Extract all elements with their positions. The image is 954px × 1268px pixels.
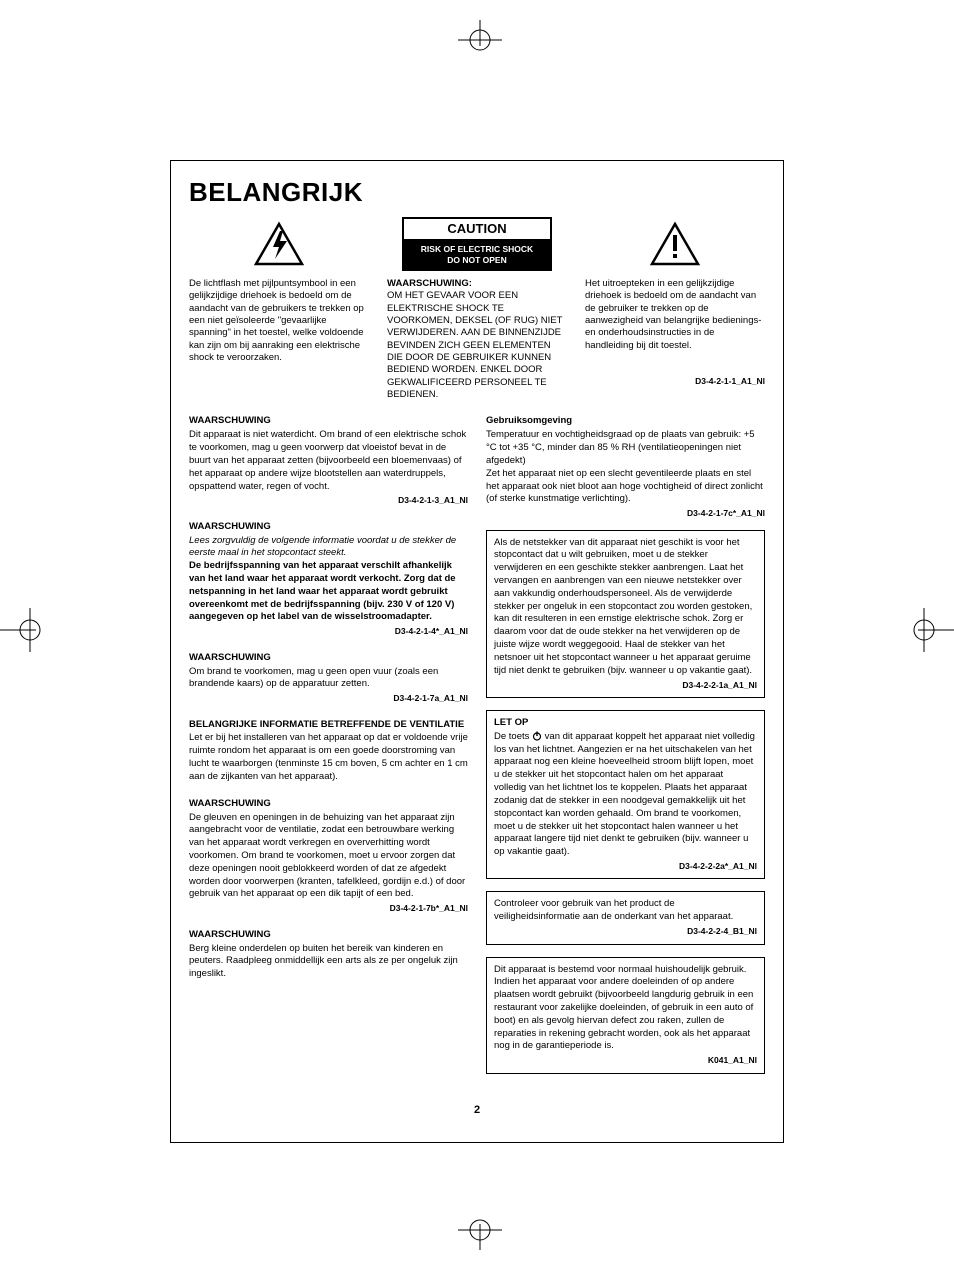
- lightning-triangle-icon: [253, 221, 305, 267]
- sec-text: Berg kleine onderdelen op buiten het ber…: [189, 943, 468, 981]
- warning-middle-text: OM HET GEVAAR VOOR EEN ELEKTRISCHE SHOCK…: [387, 290, 562, 400]
- sec-text: Temperatuur en vochtigheidsgraad op de p…: [486, 429, 765, 506]
- box-2: Controleer voor gebruik van het product …: [486, 891, 765, 944]
- sec-heading: Gebruiksomgeving: [486, 415, 765, 428]
- box-0: Als de netstekker van dit apparaat niet …: [486, 530, 765, 698]
- sec-heading: WAARSCHUWING: [189, 652, 468, 665]
- sec-text: De gleuven en openingen in de behuizing …: [189, 812, 468, 902]
- sec-heading: WAARSCHUWING: [189, 521, 468, 534]
- page-number: 2: [189, 1104, 765, 1116]
- crop-mark-bottom: [420, 1210, 540, 1250]
- caution-line2: DO NOT OPEN: [447, 255, 507, 265]
- box-post: van dit apparaat koppelt het apparaat ni…: [494, 731, 755, 857]
- box-pre: De toets: [494, 731, 532, 742]
- sec-text: Dit apparaat is niet waterdicht. Om bran…: [189, 429, 468, 493]
- power-icon: [532, 731, 542, 741]
- sec-text: Om brand te voorkomen, mag u geen open v…: [189, 666, 468, 692]
- box-text: Dit apparaat is bestemd voor normaal hui…: [494, 964, 757, 1054]
- box-code: D3-4-2-2-2a*_A1_Nl: [494, 861, 757, 872]
- page-sheet: BELANGRIJK De lichtflash met pijlpuntsym…: [0, 0, 954, 1268]
- page-title: BELANGRIJK: [189, 177, 765, 208]
- top-warning-row: De lichtflash met pijlpuntsymbool in een…: [189, 216, 765, 401]
- lightning-text: De lichtflash met pijlpuntsymbool in een…: [189, 278, 369, 364]
- crop-mark-right: [894, 600, 954, 660]
- caution-title: CAUTION: [404, 219, 550, 241]
- sec-heading: BELANGRIJKE INFORMATIE BETREFFENDE DE VE…: [189, 719, 468, 732]
- sec-italic: Lees zorgvuldig de volgende informatie v…: [189, 535, 468, 561]
- sec-l3: BELANGRIJKE INFORMATIE BETREFFENDE DE VE…: [189, 719, 468, 784]
- caution-box: CAUTION RISK OF ELECTRIC SHOCK DO NOT OP…: [402, 217, 552, 270]
- exclamation-triangle-icon: [649, 221, 701, 267]
- sec-bold: De bedrijfsspanning van het apparaat ver…: [189, 560, 468, 624]
- sec-l4: WAARSCHUWING De gleuven en openingen in …: [189, 798, 468, 915]
- sec-code: D3-4-2-1-7a_A1_Nl: [189, 693, 468, 704]
- sec-heading: WAARSCHUWING: [189, 798, 468, 811]
- sec-code: D3-4-2-1-7c*_A1_Nl: [486, 508, 765, 519]
- box-3: Dit apparaat is bestemd voor normaal hui…: [486, 957, 765, 1074]
- box-1: LET OP De toets van dit apparaat koppelt…: [486, 710, 765, 879]
- box-code: K041_A1_Nl: [494, 1055, 757, 1066]
- box-code: D3-4-2-2-1a_A1_Nl: [494, 680, 757, 691]
- box-text: De toets van dit apparaat koppelt het ap…: [494, 731, 757, 859]
- warning-heading: WAARSCHUWING:: [387, 278, 472, 289]
- sec-l1: WAARSCHUWING Lees zorgvuldig de volgende…: [189, 521, 468, 638]
- body-col-right: Gebruiksomgeving Temperatuur en vochtigh…: [486, 415, 765, 1085]
- top-col-exclaim: Het uitroepteken in een gelijkzijdige dr…: [585, 216, 765, 401]
- sec-code: D3-4-2-1-7b*_A1_Nl: [189, 903, 468, 914]
- box-text: Controleer voor gebruik van het product …: [494, 898, 757, 924]
- box-text: Als de netstekker van dit apparaat niet …: [494, 537, 757, 678]
- sec-code: D3-4-2-1-3_A1_Nl: [189, 495, 468, 506]
- sec-env: Gebruiksomgeving Temperatuur en vochtigh…: [486, 415, 765, 519]
- top-col-caution: CAUTION RISK OF ELECTRIC SHOCK DO NOT OP…: [387, 216, 567, 401]
- sec-heading: WAARSCHUWING: [189, 415, 468, 428]
- crop-mark-top: [420, 20, 540, 60]
- crop-mark-left: [0, 600, 60, 660]
- exclaim-text: Het uitroepteken in een gelijkzijdige dr…: [585, 278, 765, 352]
- caution-inner: RISK OF ELECTRIC SHOCK DO NOT OPEN: [404, 241, 550, 268]
- sec-l0: WAARSCHUWING Dit apparaat is niet waterd…: [189, 415, 468, 506]
- sec-l2: WAARSCHUWING Om brand te voorkomen, mag …: [189, 652, 468, 705]
- body-col-left: WAARSCHUWING Dit apparaat is niet waterd…: [189, 415, 468, 1085]
- box-code: D3-4-2-2-4_B1_Nl: [494, 926, 757, 937]
- caution-line1: RISK OF ELECTRIC SHOCK: [421, 244, 533, 254]
- sec-l5: WAARSCHUWING Berg kleine onderdelen op b…: [189, 929, 468, 981]
- code-top: D3-4-2-1-1_A1_Nl: [585, 376, 765, 387]
- sec-heading: WAARSCHUWING: [189, 929, 468, 942]
- sec-text: Let er bij het installeren van het appar…: [189, 732, 468, 783]
- sec-code: D3-4-2-1-4*_A1_Nl: [189, 626, 468, 637]
- document-page: BELANGRIJK De lichtflash met pijlpuntsym…: [170, 160, 784, 1143]
- body-columns: WAARSCHUWING Dit apparaat is niet waterd…: [189, 415, 765, 1085]
- box-heading: LET OP: [494, 717, 757, 730]
- top-col-lightning: De lichtflash met pijlpuntsymbool in een…: [189, 216, 369, 401]
